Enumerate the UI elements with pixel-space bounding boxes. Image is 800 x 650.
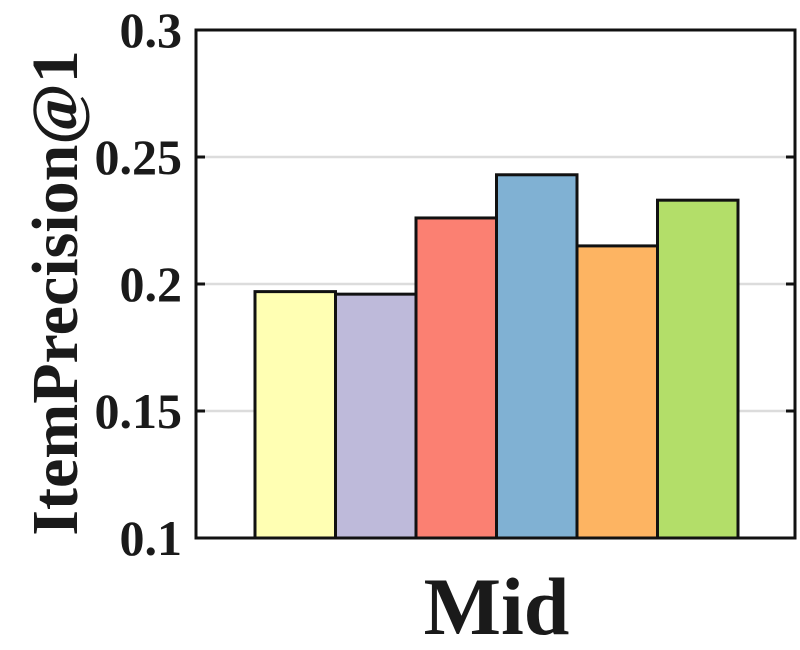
y-tick-label: 0.2	[120, 256, 183, 312]
bar-series-3	[414, 216, 498, 540]
bar-series-2	[334, 292, 418, 540]
bar-series-5	[575, 244, 659, 540]
y-tick-label: 0.1	[120, 510, 183, 566]
bar-series-4	[495, 173, 579, 540]
y-tick-label: 0.3	[120, 2, 183, 58]
x-axis-label: Mid	[424, 561, 570, 650]
bar-series-6	[656, 198, 740, 540]
bar-series-1	[253, 290, 337, 540]
y-axis-title: ItemPrecision@1	[19, 50, 92, 535]
y-tick-label: 0.25	[95, 129, 183, 185]
y-tick-label: 0.15	[95, 383, 183, 439]
bars	[253, 173, 740, 540]
y-axis-ticks: 0.1 0.15 0.2 0.25 0.3	[95, 2, 795, 566]
